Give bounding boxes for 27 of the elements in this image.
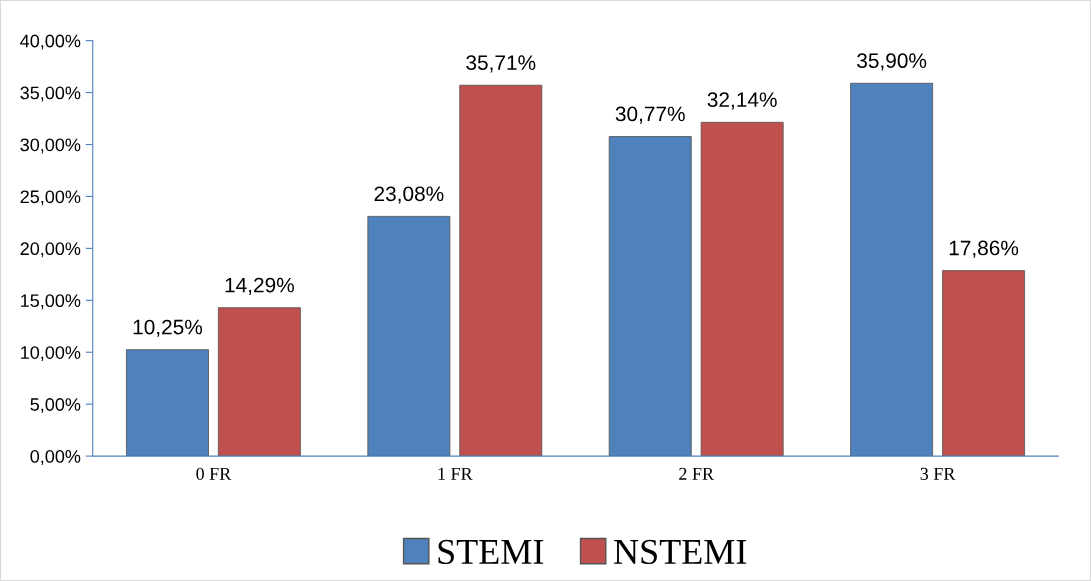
- x-tick-label: 0 FR: [196, 467, 232, 480]
- data-label: 17,86%: [949, 240, 1019, 258]
- legend-label: STEMI: [438, 539, 544, 565]
- bar: [459, 84, 543, 457]
- data-label: 32,14%: [707, 92, 777, 110]
- bar: [700, 121, 784, 457]
- y-tick-label: 35,00%: [20, 86, 81, 102]
- bar: [217, 307, 301, 457]
- y-tick-label: 20,00%: [20, 242, 81, 258]
- x-tick-label: 2 FR: [679, 467, 714, 480]
- y-tick-label: 40,00%: [20, 34, 81, 50]
- data-label: 35,71%: [466, 55, 536, 73]
- data-label: 10,25%: [133, 319, 203, 337]
- x-tick-label: 3 FR: [920, 467, 956, 480]
- legend-label: NSTEMI: [614, 539, 747, 565]
- bar: [942, 270, 1025, 457]
- data-label: 30,77%: [615, 106, 685, 124]
- x-tick-label: 1 FR: [438, 467, 473, 480]
- y-tick-label: 0,00%: [30, 450, 81, 465]
- data-label: 14,29%: [225, 277, 294, 295]
- data-label: 23,08%: [374, 186, 444, 204]
- data-label: 35,90%: [857, 53, 927, 71]
- y-tick-label: 5,00%: [30, 398, 81, 414]
- y-tick-label: 10,00%: [21, 346, 81, 362]
- y-tick-label: 15,00%: [21, 294, 81, 310]
- y-tick-label: 25,00%: [20, 190, 81, 206]
- y-tick-label: 30,00%: [20, 138, 81, 154]
